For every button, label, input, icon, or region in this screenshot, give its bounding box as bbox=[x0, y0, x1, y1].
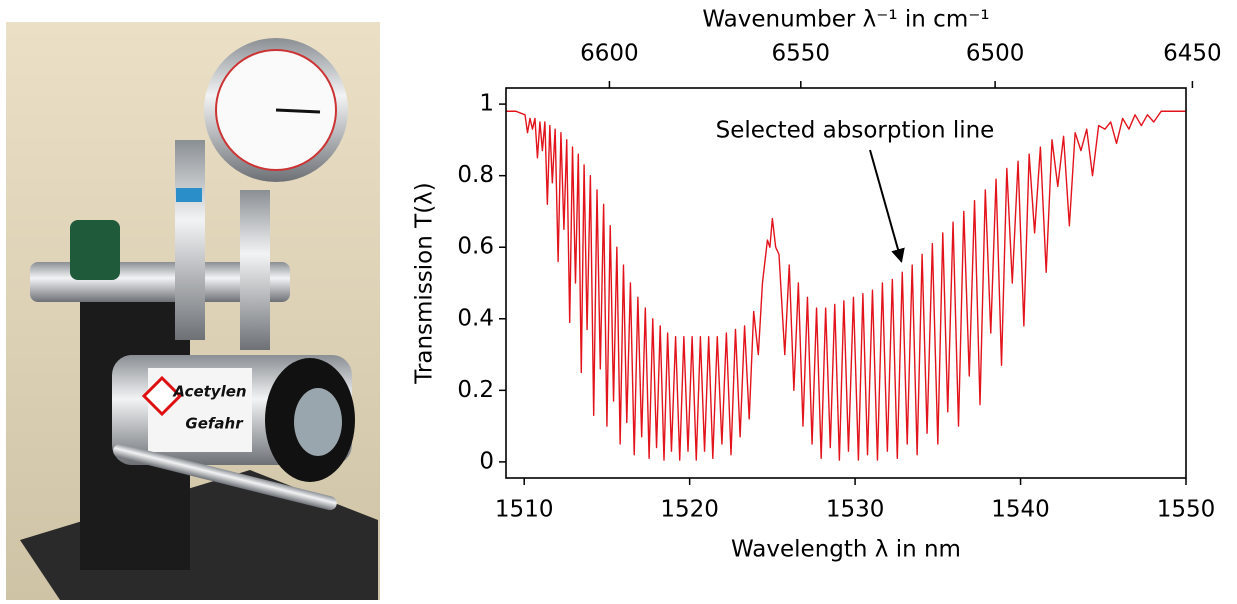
fitting bbox=[240, 190, 270, 350]
y-tick-label: 0.8 bbox=[457, 162, 494, 188]
x2-axis-label: Wavenumber λ⁻¹ in cm⁻¹ bbox=[702, 7, 989, 33]
fitting bbox=[175, 140, 205, 340]
x-tick-label: 1550 bbox=[1157, 497, 1216, 523]
x2-tick-label: 6550 bbox=[772, 41, 831, 67]
window bbox=[294, 388, 342, 456]
x-tick-label: 1510 bbox=[495, 497, 554, 523]
x-tick-label: 1520 bbox=[660, 497, 719, 523]
y-tick-label: 1 bbox=[479, 91, 494, 117]
x-axis-label: Wavelength λ in nm bbox=[731, 537, 961, 563]
y-tick-label: 0.2 bbox=[457, 377, 494, 403]
annotation-arrow bbox=[869, 149, 905, 263]
y-tick-label: 0.6 bbox=[457, 234, 494, 260]
photo-label: Acetylen bbox=[172, 383, 246, 401]
y-tick-label: 0 bbox=[479, 448, 494, 474]
rod bbox=[113, 443, 337, 511]
x-tick-label: 1540 bbox=[991, 497, 1050, 523]
x-tick-label: 1530 bbox=[826, 497, 885, 523]
plot-frame bbox=[505, 87, 1187, 479]
y-tick-label: 0.4 bbox=[457, 305, 494, 331]
chart: Wavenumber λ⁻¹ in cm⁻¹ Wavelength λ in n… bbox=[412, 7, 1222, 563]
hazard-icon bbox=[141, 375, 183, 417]
y-axis-label: Transmission T(λ) bbox=[412, 182, 438, 385]
valve bbox=[70, 220, 120, 280]
annotation: Selected absorption line bbox=[716, 118, 995, 144]
spectrum-line bbox=[506, 110, 1186, 461]
photo-label: Gefahr bbox=[185, 415, 244, 433]
x2-tick-label: 6500 bbox=[966, 41, 1025, 67]
photo: Acetylen Gefahr bbox=[6, 22, 380, 600]
x2-tick-label: 6450 bbox=[1163, 41, 1222, 67]
gauge-needle bbox=[275, 108, 321, 114]
x2-tick-label: 6600 bbox=[580, 41, 639, 67]
cap bbox=[176, 188, 202, 202]
